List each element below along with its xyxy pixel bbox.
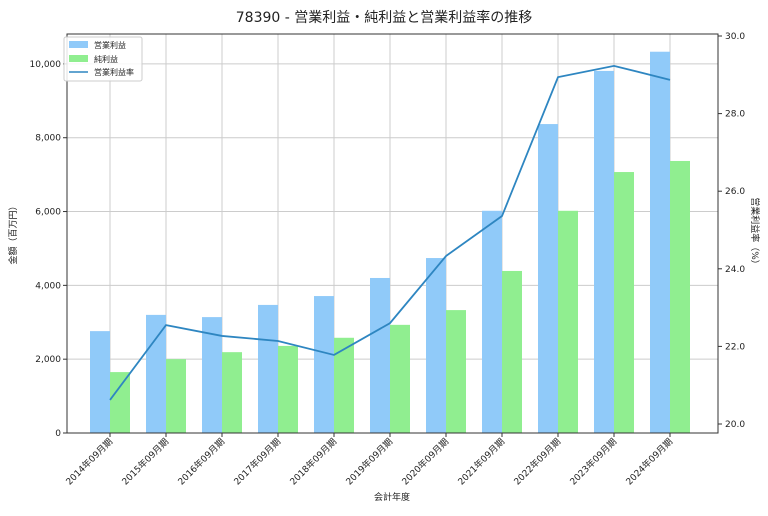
x-tick-label: 2018年09月期 xyxy=(287,436,339,488)
bar-net-profit xyxy=(334,338,354,433)
legend-label-operating: 営業利益 xyxy=(94,40,126,50)
legend: 営業利益 純利益 営業利益率 xyxy=(64,37,142,81)
x-tick-label: 2024年09月期 xyxy=(623,436,675,488)
y-tick-label: 6,000 xyxy=(35,208,61,218)
y-tick-label: 8,000 xyxy=(35,134,61,144)
bar-net-profit xyxy=(222,352,242,433)
bar-net-profit xyxy=(614,172,634,433)
bar-operating-profit xyxy=(538,124,558,433)
bar-net-profit xyxy=(166,359,186,433)
legend-label-net: 純利益 xyxy=(94,54,118,64)
bar-operating-profit xyxy=(146,315,166,433)
y-tick-label-right: 30.0 xyxy=(725,32,745,42)
legend-swatch-net xyxy=(69,55,88,62)
bar-operating-profit xyxy=(258,305,278,433)
y-tick-label-right: 22.0 xyxy=(725,342,745,352)
bar-net-profit xyxy=(446,310,466,433)
bar-operating-profit xyxy=(370,278,390,433)
y-tick-label: 4,000 xyxy=(35,281,61,291)
bar-net-profit xyxy=(278,346,298,433)
y-tick-label: 0 xyxy=(55,429,61,439)
bar-operating-profit xyxy=(650,52,670,433)
bar-net-profit xyxy=(390,325,410,433)
x-tick-label: 2016年09月期 xyxy=(175,436,227,488)
chart-title: 78390 - 営業利益・純利益と営業利益率の推移 xyxy=(236,9,533,26)
x-tick-label: 2014年09月期 xyxy=(63,436,115,488)
y-axis-label-right: 営業利益率（%） xyxy=(749,197,761,269)
y-axis-right: 20.0 22.0 24.0 26.0 28.0 30.0 xyxy=(718,32,745,430)
x-tick-label: 2021年09月期 xyxy=(455,436,507,488)
bar-operating-profit xyxy=(90,331,110,433)
y-axis-label-left: 金額（百万円） xyxy=(7,201,19,264)
x-tick-label: 2015年09月期 xyxy=(119,436,171,488)
bar-operating-profit xyxy=(426,258,446,433)
x-tick-label: 2019年09月期 xyxy=(343,436,395,488)
y-tick-label: 2,000 xyxy=(35,355,61,365)
y-tick-label-right: 26.0 xyxy=(725,187,745,197)
x-tick-label: 2023年09月期 xyxy=(567,436,619,488)
x-tick-label: 2017年09月期 xyxy=(231,436,283,488)
bar-operating-profit xyxy=(482,211,502,433)
y-tick-label-right: 24.0 xyxy=(725,265,745,275)
x-tick-label: 2022年09月期 xyxy=(511,436,563,488)
y-axis-left: 0 2,000 4,000 6,000 8,000 10,000 xyxy=(30,60,68,439)
bar-net-profit xyxy=(110,372,130,433)
y-tick-label: 10,000 xyxy=(30,60,62,70)
x-tick-label: 2020年09月期 xyxy=(399,436,451,488)
y-tick-label-right: 20.0 xyxy=(725,420,745,430)
y-tick-label-right: 28.0 xyxy=(725,110,745,120)
bar-net-profit xyxy=(502,271,522,433)
bar-operating-profit xyxy=(594,71,614,433)
bar-net-profit xyxy=(558,211,578,433)
bar-operating-profit xyxy=(314,296,334,433)
x-axis-label: 会計年度 xyxy=(374,491,410,503)
legend-label-rate: 営業利益率 xyxy=(94,67,134,77)
bar-net-profit xyxy=(670,161,690,433)
legend-swatch-operating xyxy=(69,41,88,48)
